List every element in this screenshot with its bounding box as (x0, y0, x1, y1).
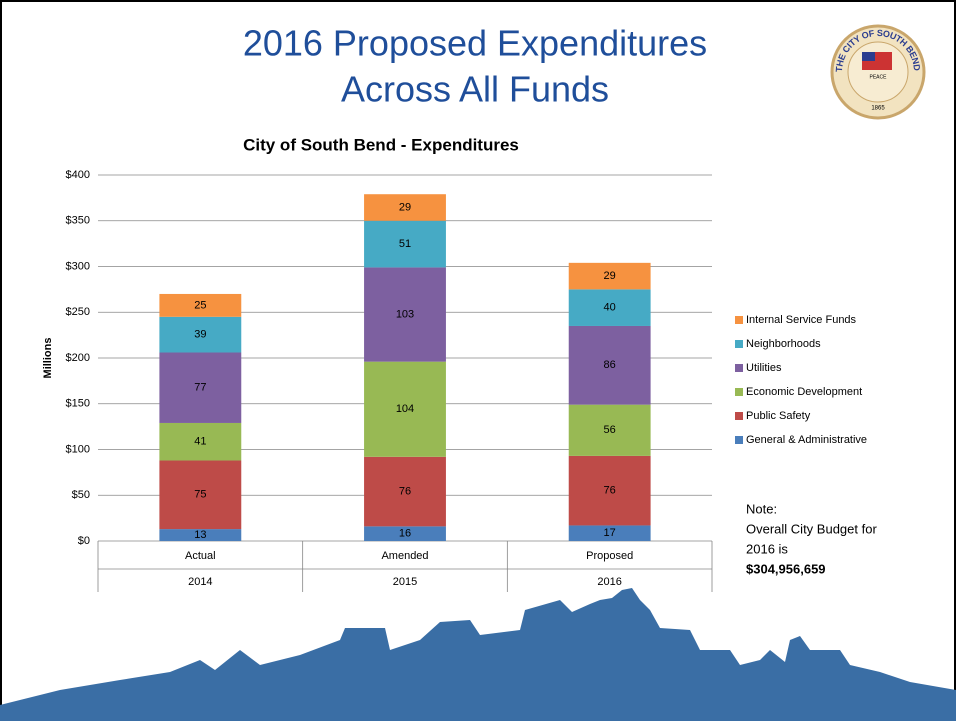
legend-swatch (735, 436, 743, 444)
x-tick-label: Actual (185, 550, 216, 562)
data-label: 75 (194, 489, 206, 501)
data-label: 40 (604, 302, 616, 314)
legend-label: Economic Development (746, 386, 862, 398)
y-tick-label: $300 (66, 260, 90, 272)
x-tick-label: Proposed (586, 550, 633, 562)
y-tick-label: $50 (72, 489, 90, 501)
legend-label: Utilities (746, 362, 782, 374)
data-label: 51 (399, 238, 411, 250)
y-tick-label: $100 (66, 443, 90, 455)
data-label: 86 (604, 359, 616, 371)
slide-title: 2016 Proposed Expenditures (243, 23, 707, 64)
legend-label: Internal Service Funds (746, 314, 857, 326)
y-tick-label: $350 (66, 215, 90, 227)
x-tick-label: Amended (381, 550, 428, 562)
seal-inner (848, 42, 908, 102)
legend-swatch (735, 316, 743, 324)
slide-title: Across All Funds (341, 69, 609, 110)
y-tick-label: $0 (78, 535, 90, 547)
legend-swatch (735, 388, 743, 396)
data-label: 104 (396, 403, 414, 415)
data-label: 77 (194, 382, 206, 394)
note-line: 2016 is (746, 541, 788, 556)
data-label: 103 (396, 308, 414, 320)
seal-motto: PEACE (870, 74, 888, 80)
y-tick-label: $200 (66, 352, 90, 364)
legend-swatch (735, 412, 743, 420)
legend-label: Public Safety (746, 410, 811, 422)
data-label: 76 (399, 485, 411, 497)
data-label: 39 (194, 329, 206, 341)
chart-title: City of South Bend - Expenditures (243, 135, 519, 154)
data-label: 17 (604, 527, 616, 539)
data-label: 25 (194, 299, 206, 311)
y-tick-label: $150 (66, 398, 90, 410)
legend-swatch (735, 340, 743, 348)
x-group-label: 2014 (188, 576, 212, 588)
slide: 2016 Proposed Expenditures Across All Fu… (0, 0, 956, 721)
data-label: 29 (399, 201, 411, 213)
data-label: 41 (194, 436, 206, 448)
data-label: 16 (399, 528, 411, 540)
legend-label: General & Administrative (746, 434, 867, 446)
seal-flag-canton (862, 52, 875, 61)
legend-label: Neighborhoods (746, 338, 821, 350)
seal-year: 1865 (871, 106, 885, 112)
x-group-label: 2016 (597, 576, 621, 588)
legend-swatch (735, 364, 743, 372)
y-tick-label: $250 (66, 306, 90, 318)
y-axis-label: Millions (42, 338, 54, 379)
note-line: Note: (746, 501, 777, 516)
data-label: 76 (604, 485, 616, 497)
y-tick-label: $400 (66, 169, 90, 181)
data-label: 13 (194, 529, 206, 541)
note-line: Overall City Budget for (746, 521, 877, 536)
x-group-label: 2015 (393, 576, 417, 588)
data-label: 29 (604, 270, 616, 282)
note-amount: $304,956,659 (746, 561, 826, 576)
data-label: 56 (604, 424, 616, 436)
